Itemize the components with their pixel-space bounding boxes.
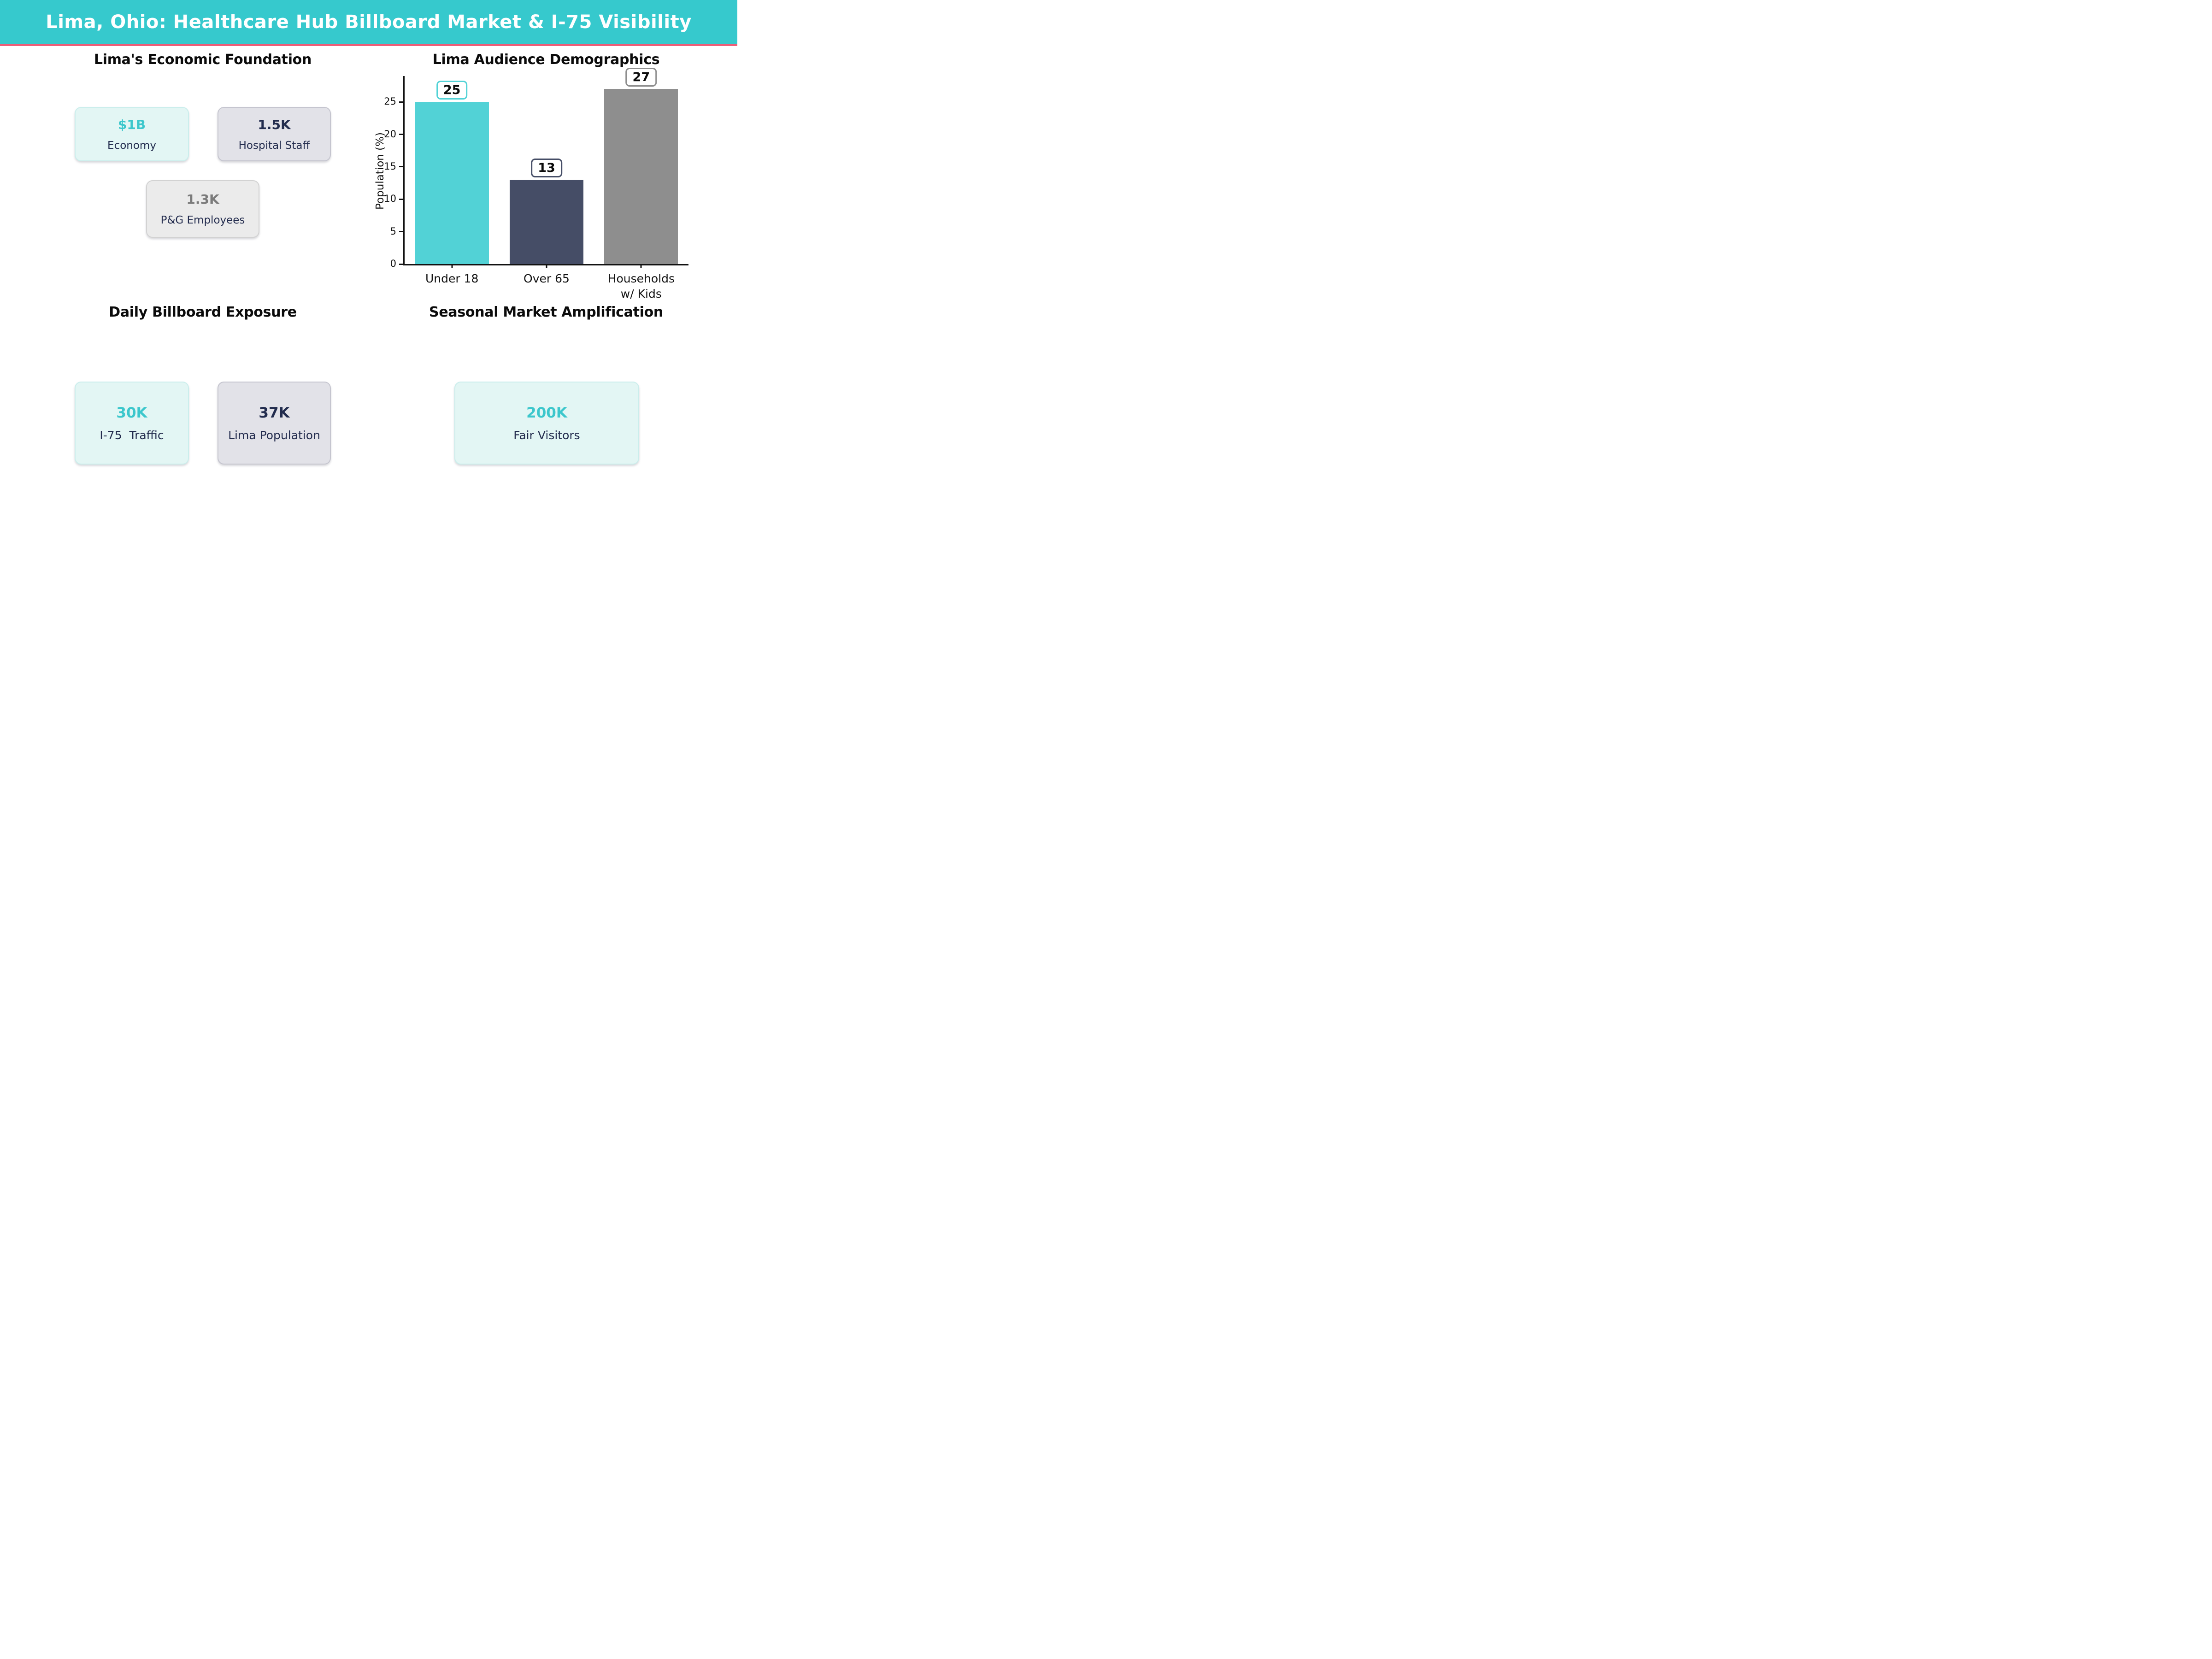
x-axis-tick-label: Households w/ Kids bbox=[590, 271, 692, 301]
stat-card-pg-employees: 1.3K P&G Employees bbox=[146, 180, 259, 238]
demographics-bar-chart: Population (%) 0 5 10 15 20 25 25 Under 18 13 Ove… bbox=[374, 68, 700, 300]
stat-label: P&G Employees bbox=[160, 214, 245, 226]
chart-plot-area: 0 5 10 15 20 25 25 Under 18 13 Over 65 27 Household… bbox=[384, 68, 688, 300]
bar bbox=[415, 102, 489, 264]
x-axis-tick-label: Under 18 bbox=[401, 271, 503, 287]
bar bbox=[510, 180, 583, 264]
stat-value: 200K bbox=[526, 404, 567, 421]
y-axis-tick-label: 10 bbox=[384, 193, 396, 205]
y-axis-tick bbox=[399, 101, 403, 103]
x-axis-tick-label: Over 65 bbox=[496, 271, 597, 287]
stat-value: $1B bbox=[118, 117, 146, 132]
y-axis-tick bbox=[399, 263, 403, 265]
header-accent-line bbox=[0, 44, 737, 46]
stat-value: 1.5K bbox=[258, 117, 291, 132]
page-title: Lima, Ohio: Healthcare Hub Billboard Mar… bbox=[46, 11, 692, 33]
infographic-canvas: Lima, Ohio: Healthcare Hub Billboard Mar… bbox=[0, 0, 737, 553]
section-title-demographics: Lima Audience Demographics bbox=[432, 52, 660, 68]
stat-value: 37K bbox=[259, 404, 290, 421]
stat-value: 30K bbox=[116, 404, 147, 421]
bar-value-label: 25 bbox=[436, 81, 468, 100]
header-banner: Lima, Ohio: Healthcare Hub Billboard Mar… bbox=[0, 0, 737, 44]
stat-label: Hospital Staff bbox=[238, 139, 310, 152]
y-axis-tick bbox=[399, 134, 403, 135]
y-axis-tick bbox=[399, 231, 403, 233]
bar-value-label: 13 bbox=[531, 159, 562, 178]
x-axis-tick bbox=[451, 264, 453, 268]
y-axis-tick-label: 15 bbox=[384, 160, 396, 172]
stat-label: I-75 Traffic bbox=[100, 428, 164, 442]
stat-card-fair-visitors: 200K Fair Visitors bbox=[454, 382, 639, 465]
x-axis-tick-label-line: Over 65 bbox=[524, 272, 570, 285]
bar-value-label: 27 bbox=[625, 68, 657, 87]
y-axis-tick-label: 20 bbox=[384, 128, 396, 140]
stat-card-economy: $1B Economy bbox=[75, 107, 189, 161]
x-axis-tick bbox=[546, 264, 547, 268]
stat-label: Fair Visitors bbox=[513, 428, 580, 442]
y-axis-tick-label: 5 bbox=[390, 225, 396, 237]
y-axis-tick bbox=[399, 166, 403, 168]
y-axis-tick bbox=[399, 198, 403, 200]
stat-label: Economy bbox=[107, 139, 156, 152]
stat-label: Lima Population bbox=[228, 428, 320, 442]
bar bbox=[604, 89, 678, 264]
section-title-exposure: Daily Billboard Exposure bbox=[109, 304, 297, 320]
y-axis-tick-label: 0 bbox=[390, 258, 396, 269]
x-axis-tick-label-line: Under 18 bbox=[425, 272, 479, 285]
stat-card-hospital-staff: 1.5K Hospital Staff bbox=[218, 107, 331, 161]
section-title-economic: Lima's Economic Foundation bbox=[94, 52, 312, 68]
stat-card-lima-population: 37K Lima Population bbox=[218, 382, 331, 465]
section-title-seasonal: Seasonal Market Amplification bbox=[429, 304, 663, 320]
stat-value: 1.3K bbox=[186, 192, 219, 207]
x-axis-tick-label-line: w/ Kids bbox=[620, 287, 662, 300]
stat-card-i75-traffic: 30K I-75 Traffic bbox=[75, 382, 189, 465]
y-axis-tick-label: 25 bbox=[384, 96, 396, 107]
x-axis-tick-label-line: Households bbox=[607, 272, 675, 285]
x-axis-tick bbox=[640, 264, 642, 268]
